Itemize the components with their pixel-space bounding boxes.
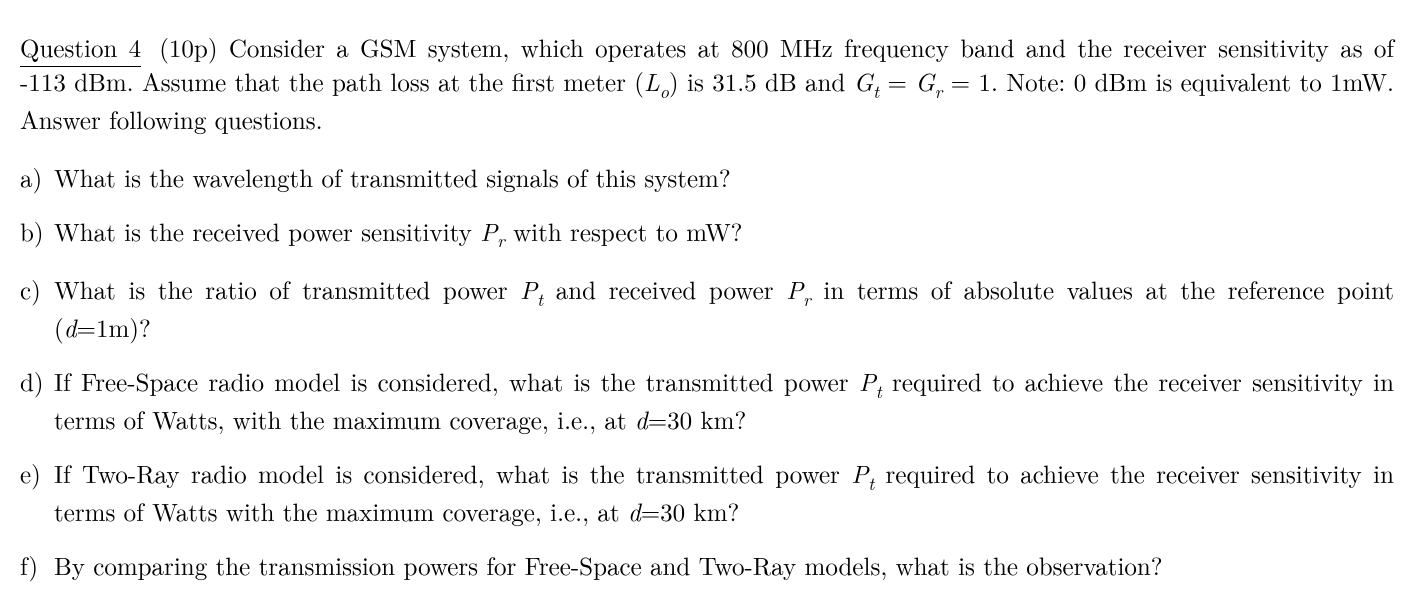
- symbol-Pr-sub: r: [803, 287, 811, 312]
- part-c: c) What is the ratio of transmitted powe…: [20, 273, 1394, 345]
- part-e-pre: If Two-Ray radio model is considered, wh…: [54, 456, 851, 491]
- symbol-Gt-sub: t: [873, 79, 879, 104]
- part-e-text: If Two-Ray radio model is considered, wh…: [54, 457, 1394, 529]
- part-b: b) What is the received power sensitivit…: [20, 215, 1394, 253]
- part-c-post2: =1m)?: [77, 310, 151, 345]
- part-d-pre: If Free-Space radio model is considered,…: [54, 364, 859, 399]
- symbol-d: d: [64, 310, 77, 345]
- part-marker: e): [20, 457, 54, 529]
- part-marker: b): [20, 215, 54, 253]
- part-b-post: with respect to mW?: [505, 214, 743, 249]
- symbol-Pt-sub: t: [876, 379, 882, 404]
- part-e: e) If Two-Ray radio model is considered,…: [20, 457, 1394, 529]
- intro-text-2: ) is 31.5 dB and: [669, 64, 854, 99]
- symbol-Gt-G: G: [854, 64, 873, 99]
- part-a: a) What is the wavelength of transmitted…: [20, 161, 1394, 195]
- question-intro: Question 4(10p) Consider a GSM system, w…: [20, 31, 1394, 137]
- part-c-text: What is the ratio of transmitted power P…: [54, 273, 1394, 345]
- symbol-Pr-P: P: [786, 272, 803, 307]
- part-d-text: If Free-Space radio model is considered,…: [54, 365, 1394, 437]
- symbol-Pt-sub: t: [537, 287, 543, 312]
- part-d: d) If Free-Space radio model is consider…: [20, 365, 1394, 437]
- part-c-mid: and received power: [543, 272, 786, 307]
- symbol-Pt-sub: t: [868, 471, 874, 496]
- part-marker: c): [20, 273, 54, 345]
- symbol-Pt-P: P: [851, 456, 868, 491]
- symbol-Gr-G: G: [915, 64, 934, 99]
- eq-sign: =: [879, 64, 915, 99]
- part-d-post: =30 km?: [648, 402, 747, 437]
- question-page: Question 4(10p) Consider a GSM system, w…: [0, 0, 1414, 583]
- symbol-Lo-sub: o: [660, 79, 669, 104]
- symbol-Pt-P: P: [859, 364, 876, 399]
- symbol-d: d: [628, 494, 641, 529]
- question-label: Question 4: [20, 30, 141, 67]
- part-marker: d): [20, 365, 54, 437]
- symbol-Lo-L: L: [644, 64, 660, 99]
- symbol-Pt-P: P: [520, 272, 537, 307]
- question-parts-list: a) What is the wavelength of transmitted…: [20, 161, 1394, 583]
- symbol-Gr-sub: r: [935, 79, 943, 104]
- part-marker: f): [20, 549, 54, 583]
- part-b-pre: What is the received power sensitivity: [54, 214, 480, 249]
- symbol-d: d: [635, 402, 648, 437]
- part-c-pre: What is the ratio of transmitted power: [54, 272, 520, 307]
- part-a-text: What is the wavelength of transmitted si…: [54, 161, 1394, 195]
- symbol-Pr-P: P: [480, 214, 497, 249]
- question-points: (10p): [159, 30, 217, 65]
- part-f-text: By comparing the transmission powers for…: [54, 549, 1394, 583]
- part-b-text: What is the received power sensitivity P…: [54, 215, 1394, 253]
- part-marker: a): [20, 161, 54, 195]
- part-e-post: =30 km?: [641, 494, 740, 529]
- part-f: f) By comparing the transmission powers …: [20, 549, 1394, 583]
- symbol-Pr-sub: r: [497, 228, 505, 253]
